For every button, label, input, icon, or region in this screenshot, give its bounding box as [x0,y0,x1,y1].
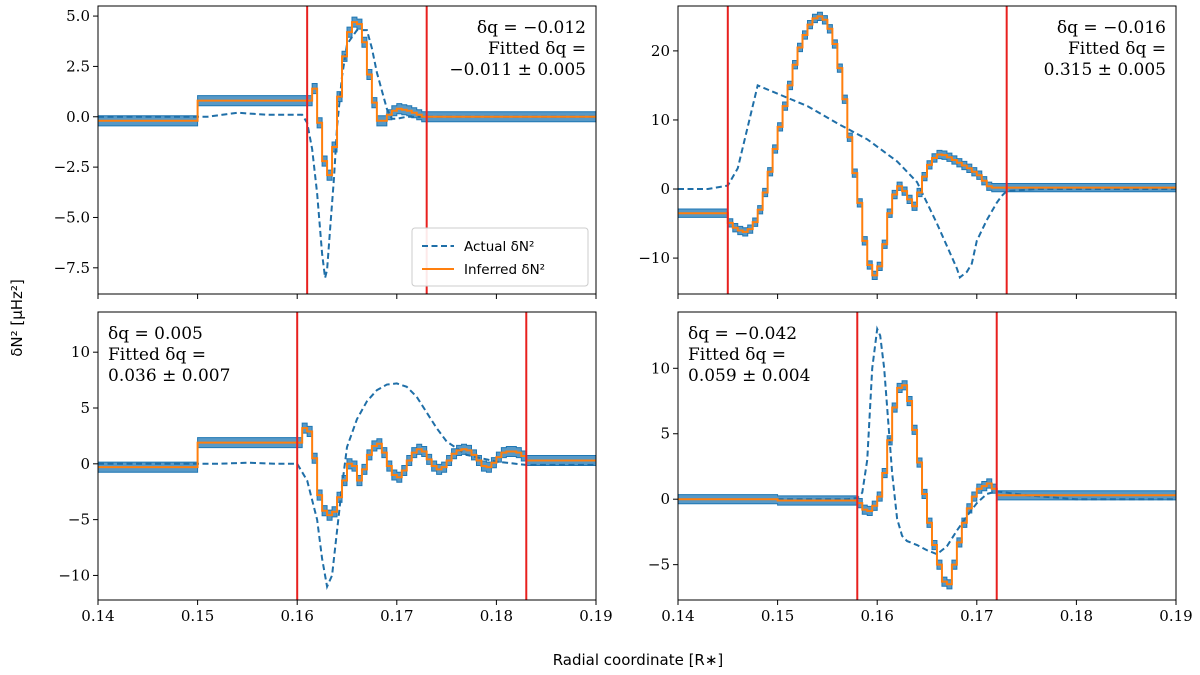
legend: Actual δN² Inferred δN² [411,227,589,287]
y-tick-label: 20 [651,42,670,60]
x-tick-label: 0.14 [661,607,694,625]
legend-inferred-label: Inferred δN² [464,262,545,278]
y-tick-label: −5 [68,511,90,529]
axes-frame [677,311,1177,601]
actual-series-line [777,325,1176,556]
inferred-series-line [98,427,596,517]
annotation-fitted-value: 0.059 ± 0.004 [688,366,810,386]
annotation-fitted-label: Fitted δq = [1068,39,1166,59]
y-tick-label: 2.5 [66,57,90,75]
annotation-fitted-label: Fitted δq = [108,345,206,365]
x-tick-label: 0.16 [860,607,893,625]
legend-actual-label: Actual δN² [464,239,534,255]
annotation-fitted-label: Fitted δq = [688,345,786,365]
y-tick-label: 10 [651,359,670,377]
plot-area [678,11,1176,280]
annotation-fitted-value: 0.036 ± 0.007 [108,366,230,386]
x-tick-label: 0.19 [579,607,612,625]
axes-frame [97,5,597,295]
x-tick-label: 0.18 [480,607,513,625]
x-tick-label: 0.18 [1060,607,1093,625]
inferred-series-line [678,15,1176,277]
y-tick-label: −10 [58,566,90,584]
axes-frame [97,311,597,601]
annotation-delta-q: δq = −0.042 [688,324,797,344]
y-axis-label: δN² [μHz²] [8,279,26,357]
actual-series-line [98,29,596,279]
plot-area [98,16,596,279]
y-tick-label: 10 [71,343,90,361]
actual-series-line [678,84,1176,280]
x-axis-label: Radial coordinate [R∗] [553,651,724,669]
uncertainty-band [678,380,1176,590]
plot-area [678,325,1176,590]
annotation-fitted-value: 0.315 ± 0.005 [1044,60,1166,80]
uncertainty-band [98,16,596,181]
x-tick-label: 0.16 [280,607,313,625]
annotation-delta-q: δq = 0.005 [108,324,203,344]
inferred-series-line [678,384,1176,586]
annotation-delta-q: δq = −0.012 [477,18,586,38]
plot-area [98,382,596,590]
x-tick-label: 0.14 [81,607,114,625]
y-tick-label: −2.5 [54,158,90,176]
y-tick-label: 0 [660,180,670,198]
y-tick-label: 0.0 [66,108,90,126]
y-tick-label: 5 [80,399,90,417]
panel-bottom-left: 0.14 0.15 0.16 0.17 0.18 0.19 −10 −5 0 5 10 δq = 0.… [58,311,613,625]
legend-box [411,227,589,287]
y-tick-label: −5 [648,556,670,574]
x-tick-label: 0.17 [960,607,993,625]
y-tick-label: −10 [638,249,670,267]
y-tick-label: 5 [660,425,670,443]
x-tick-label: 0.19 [1159,607,1192,625]
annotation-fitted-value: −0.011 ± 0.005 [449,60,586,80]
y-tick-label: −7.5 [54,259,90,277]
axes-frame [677,5,1177,295]
y-tick-label: −5.0 [54,208,90,226]
x-tick-label: 0.17 [380,607,413,625]
y-tick-label: 0 [660,490,670,508]
y-tick-label: 5.0 [66,7,90,25]
annotation-delta-q: δq = −0.016 [1057,18,1166,38]
y-tick-label: 10 [651,111,670,129]
x-tick-label: 0.15 [181,607,214,625]
inferred-series-line [98,21,596,177]
annotation-fitted-label: Fitted δq = [488,39,586,59]
y-tick-label: 0 [80,455,90,473]
x-tick-label: 0.15 [761,607,794,625]
panel-bottom-right: 0.14 0.15 0.16 0.17 0.18 0.19 −5 0 5 10 δq = −0.04… [648,311,1193,625]
